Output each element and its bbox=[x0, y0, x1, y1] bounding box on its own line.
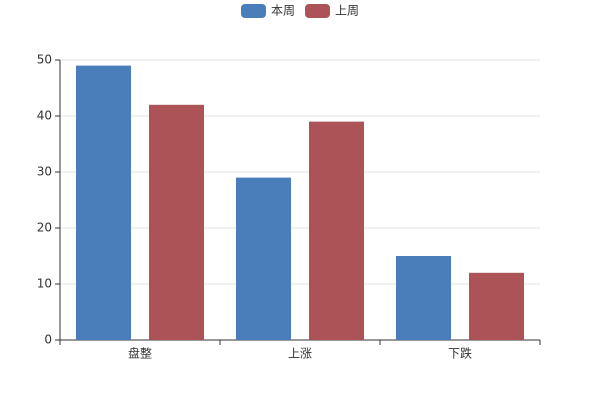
y-tick-label: 30 bbox=[37, 165, 52, 179]
bar bbox=[236, 177, 291, 340]
y-tick-label: 10 bbox=[37, 277, 52, 291]
bar bbox=[469, 272, 524, 340]
y-tick-label: 20 bbox=[37, 221, 52, 235]
x-tick-label: 上涨 bbox=[288, 346, 312, 361]
x-tick-label: 下跌 bbox=[448, 346, 472, 361]
legend-label: 本周 bbox=[271, 4, 295, 18]
bar bbox=[149, 104, 204, 340]
legend-swatch bbox=[241, 4, 266, 18]
bar bbox=[396, 256, 451, 340]
x-tick-label: 盘整 bbox=[128, 346, 152, 361]
y-tick-label: 0 bbox=[44, 333, 52, 347]
bar bbox=[76, 65, 131, 340]
y-tick-label: 40 bbox=[37, 109, 52, 123]
legend-swatch bbox=[305, 4, 330, 18]
bar bbox=[309, 121, 364, 340]
y-tick-label: 50 bbox=[37, 53, 52, 67]
legend-label: 上周 bbox=[335, 4, 359, 18]
